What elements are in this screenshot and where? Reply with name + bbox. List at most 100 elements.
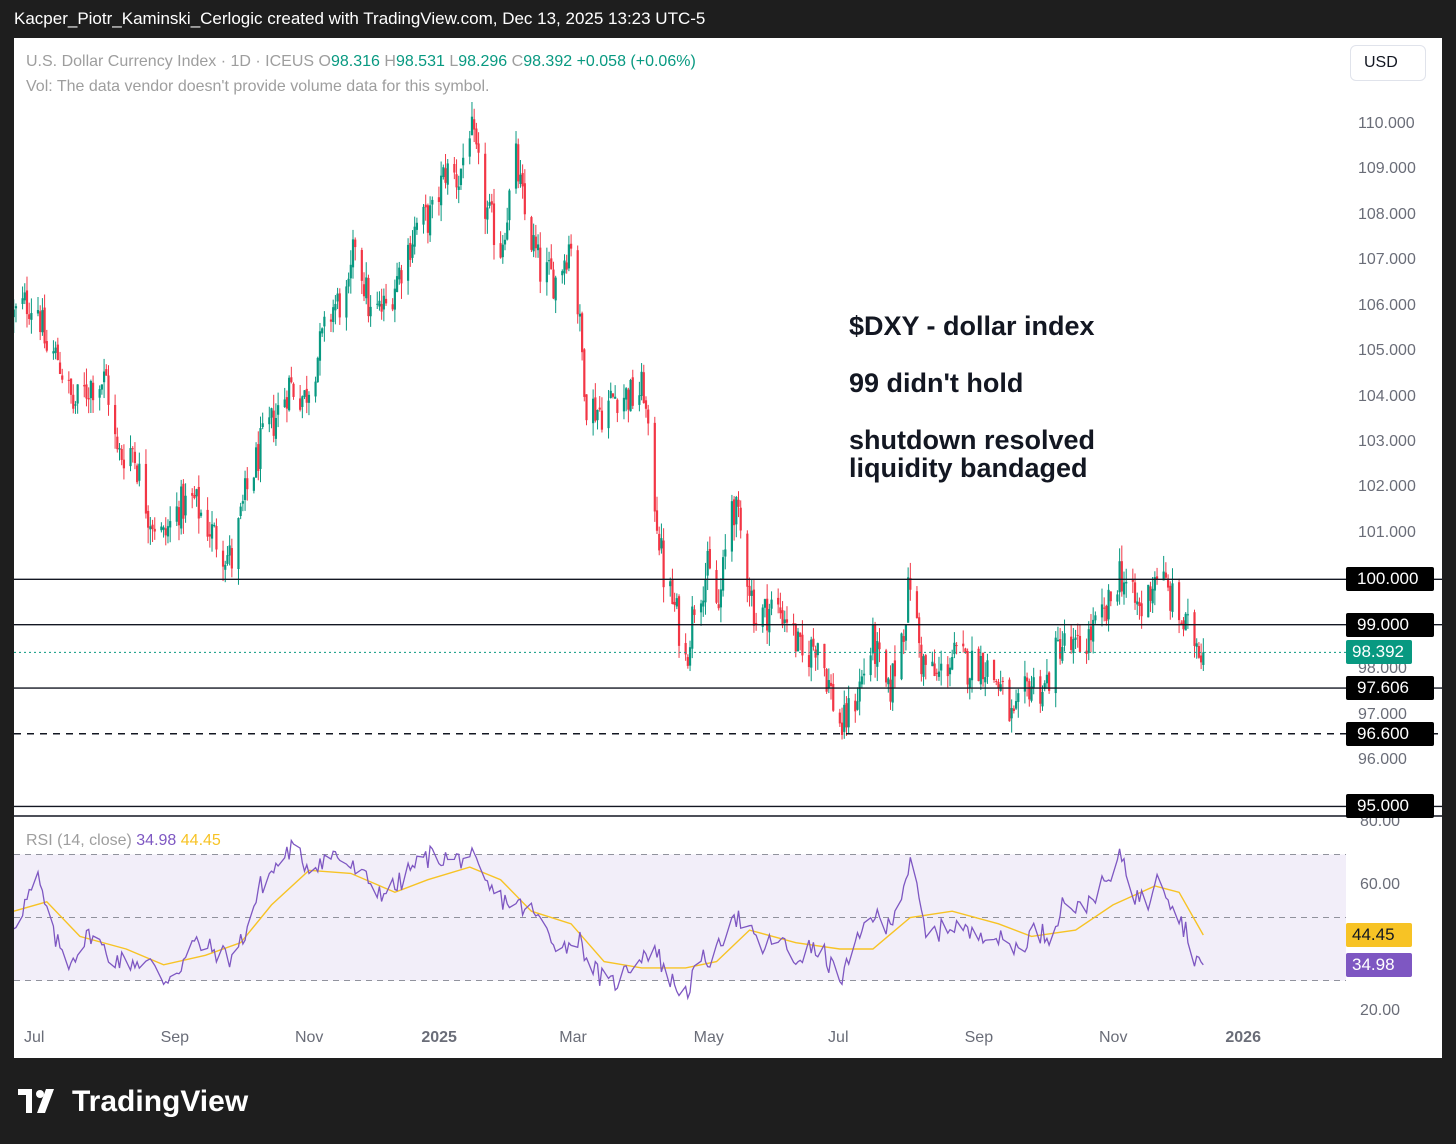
chart-canvas[interactable] xyxy=(14,38,1442,1058)
chart-frame[interactable]: U.S. Dollar Currency Index · 1D · ICEUS … xyxy=(14,38,1442,1058)
candle-body xyxy=(536,244,540,251)
candle-body xyxy=(609,390,612,399)
candle-body xyxy=(120,448,123,460)
candle-body xyxy=(39,311,42,333)
price-tick-label: 103.000 xyxy=(1358,433,1416,450)
rsi-ma-line xyxy=(14,866,1204,969)
candle-body xyxy=(781,610,784,625)
high-label: H xyxy=(384,53,396,70)
candle-body xyxy=(592,398,595,424)
candle-body xyxy=(561,271,564,276)
symbol-name: U.S. Dollar Currency Index · 1D · ICEUS xyxy=(26,53,315,70)
candle-body xyxy=(199,512,203,516)
candle-body xyxy=(862,673,866,676)
candle-body xyxy=(869,655,872,676)
candle-body xyxy=(277,405,280,415)
candle-body xyxy=(492,203,496,246)
candle-body xyxy=(724,549,727,557)
candle-body xyxy=(638,395,641,405)
candle-body xyxy=(129,448,132,467)
candle-body xyxy=(345,286,348,318)
candle-body xyxy=(940,663,943,671)
candle-body xyxy=(376,303,379,305)
candle-body xyxy=(1014,701,1018,709)
candle-body xyxy=(252,477,255,491)
candle-body xyxy=(785,619,789,623)
level-price-tag: 100.000 xyxy=(1346,567,1434,592)
candle-body xyxy=(1010,708,1013,719)
candle-body xyxy=(607,400,610,429)
time-tick-label: 2025 xyxy=(421,1029,457,1046)
candle-body xyxy=(532,235,535,252)
candle-body xyxy=(261,423,264,428)
candle-body xyxy=(647,409,650,424)
time-tick-label: May xyxy=(693,1029,724,1046)
candle-body xyxy=(180,486,183,529)
candle-body xyxy=(746,533,749,587)
rsi-tick-label: 60.00 xyxy=(1360,876,1401,893)
candle-body xyxy=(1153,577,1156,591)
candle-body xyxy=(1116,594,1119,602)
candle-body xyxy=(810,639,813,668)
candle-body xyxy=(1164,572,1167,578)
candle-body xyxy=(845,703,848,728)
price-tick-label: 96.000 xyxy=(1358,751,1407,768)
time-tick-label: 2026 xyxy=(1225,1029,1261,1046)
candle-body xyxy=(968,678,971,688)
candle-body xyxy=(1092,619,1095,642)
candle-body xyxy=(23,292,26,301)
candle-body xyxy=(600,410,604,430)
candle-body xyxy=(858,681,861,702)
candle-body xyxy=(503,239,507,245)
candle-body xyxy=(69,378,73,395)
candle-body xyxy=(413,226,416,247)
candle-body xyxy=(860,676,863,685)
candle-body xyxy=(545,262,548,283)
currency-button[interactable]: USD xyxy=(1350,45,1426,81)
candle-body xyxy=(717,604,720,609)
candle-body xyxy=(365,277,368,299)
candle-body xyxy=(246,478,249,490)
candle-body xyxy=(922,656,925,677)
candle-body xyxy=(1166,578,1170,588)
candle-body xyxy=(1100,604,1104,618)
candle-body xyxy=(299,398,302,410)
candle-body xyxy=(440,175,443,206)
candle-body xyxy=(1078,635,1082,653)
candle-body xyxy=(442,167,445,178)
candle-body xyxy=(406,244,410,281)
candle-body xyxy=(937,671,941,677)
candle-body xyxy=(210,524,214,539)
candle-body xyxy=(160,526,163,531)
candle-body xyxy=(935,672,938,674)
rsi-value-tag: 34.98 xyxy=(1346,952,1412,977)
candle-body xyxy=(1039,676,1042,704)
candle-body xyxy=(61,375,64,380)
candle-body xyxy=(336,293,339,302)
candle-body xyxy=(675,598,678,607)
candle-body xyxy=(847,698,850,728)
candle-body xyxy=(499,243,502,258)
candle-body xyxy=(1169,585,1172,611)
candle-body xyxy=(946,664,949,677)
candle-body xyxy=(693,609,696,615)
candle-body xyxy=(307,394,311,403)
current-price-tag: 98.392 xyxy=(1346,640,1412,665)
candles xyxy=(14,101,1205,740)
candle-body xyxy=(981,652,985,680)
candle-body xyxy=(854,700,857,712)
candle-body xyxy=(100,384,103,390)
candle-body xyxy=(735,496,738,525)
candle-body xyxy=(380,303,383,312)
candle-body xyxy=(149,526,152,530)
candle-body xyxy=(1202,652,1205,665)
candle-body xyxy=(508,190,511,221)
candle-body xyxy=(766,598,769,631)
candle-body xyxy=(1136,601,1139,605)
close-label: C xyxy=(511,53,524,70)
candle-body xyxy=(208,534,211,537)
rsi-ma-value: 44.45 xyxy=(180,832,221,849)
volume-notice: Vol: The data vendor doesn't provide vol… xyxy=(26,78,490,95)
candle-body xyxy=(429,205,432,236)
candle-body xyxy=(347,278,350,287)
